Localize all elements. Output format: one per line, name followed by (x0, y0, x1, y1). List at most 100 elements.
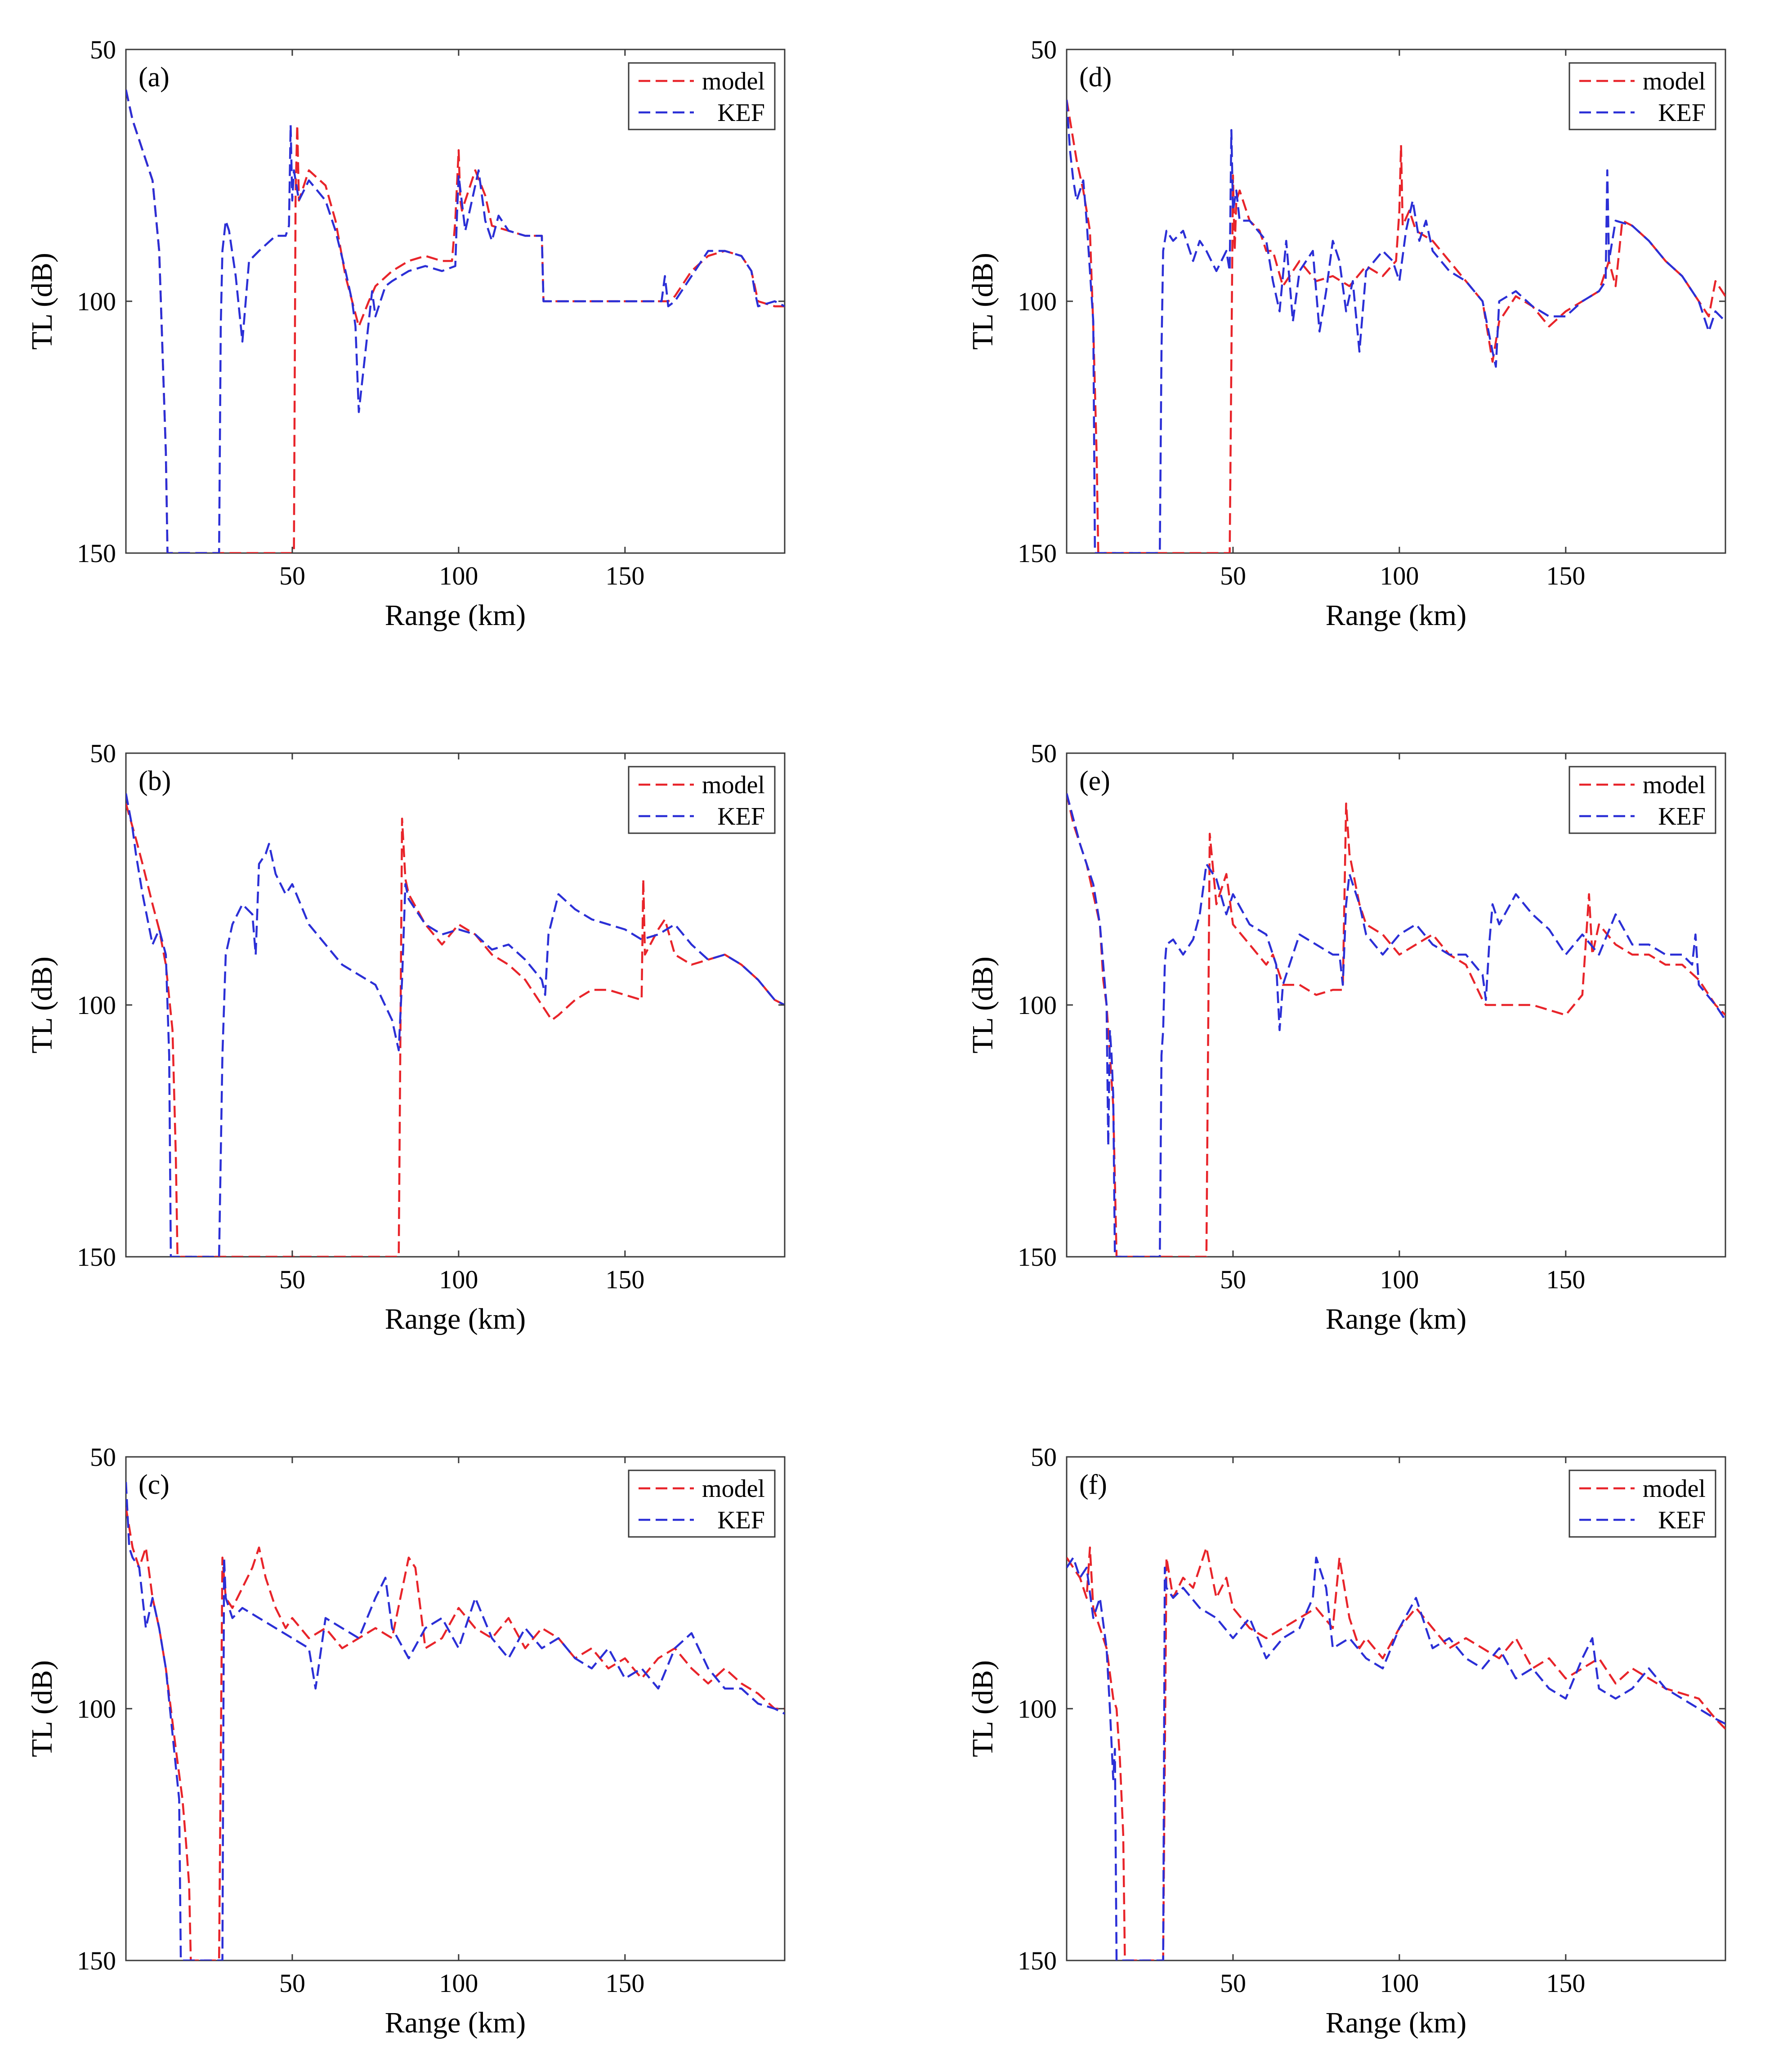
legend-label-model: model (1643, 771, 1706, 799)
series-line-model (126, 1507, 785, 1960)
y-tick-label: 50 (90, 1442, 116, 1472)
legend-box (1568, 62, 1716, 130)
series-line-model (126, 803, 785, 1257)
legend-box (628, 1469, 776, 1538)
legend-label-kef: KEF (717, 803, 765, 831)
x-tick-label: 50 (1220, 1969, 1246, 1998)
y-tick-label: 50 (90, 739, 116, 768)
x-tick-label: 150 (605, 561, 644, 590)
series-group (126, 793, 785, 1257)
y-tick-label: 50 (90, 35, 116, 64)
series-group (1067, 1546, 1725, 1960)
panel-label: (f) (1079, 1469, 1107, 1500)
legend-label-model: model (702, 771, 765, 799)
y-axis-label: TL (dB) (966, 956, 999, 1054)
y-tick-label: 150 (77, 539, 116, 568)
legend-box (628, 766, 776, 834)
series-group (126, 1482, 785, 1960)
y-axis-label: TL (dB) (26, 253, 58, 350)
y-axis-label: TL (dB) (26, 1660, 58, 1757)
x-tick-label: 150 (605, 1265, 644, 1294)
y-tick-label: 100 (77, 991, 116, 1020)
legend-box (1568, 766, 1716, 834)
chart-panel-f: 50 100 150 50 100 150 Range (km) TL (dB) (f) mode… (966, 1442, 1726, 2039)
chart-panel-e: 50 100 150 50 100 150 Range (km) TL (dB) (e) mode… (966, 739, 1726, 1335)
x-tick-label: 150 (1546, 1969, 1585, 1998)
legend: model KEF (1568, 1469, 1716, 1538)
x-tick-label: 100 (439, 1265, 478, 1294)
series-group (1067, 99, 1725, 553)
legend: model KEF (1568, 62, 1716, 130)
legend-label-model: model (1643, 67, 1706, 95)
plot-frame (1066, 49, 1726, 554)
legend-box (1568, 1469, 1716, 1538)
chart-panel-d: 50 100 150 50 100 150 Range (km) TL (dB) (d) mode… (966, 35, 1726, 632)
y-tick-label: 150 (77, 1242, 116, 1272)
x-tick-label: 150 (1546, 1265, 1585, 1294)
x-tick-label: 50 (279, 1969, 305, 1998)
panel-label: (e) (1079, 766, 1110, 796)
legend-label-kef: KEF (1658, 803, 1706, 831)
series-line-kef (1067, 1556, 1725, 1960)
x-tick-label: 100 (439, 561, 478, 590)
x-axis-label: Range (km) (1326, 1303, 1466, 1335)
series-line-kef (126, 793, 785, 1257)
x-axis-label: Range (km) (385, 1303, 526, 1335)
legend-label-kef: KEF (1658, 1506, 1706, 1534)
legend-box (628, 62, 776, 130)
y-axis-label: TL (dB) (966, 253, 999, 350)
y-tick-label: 150 (1018, 539, 1057, 568)
x-tick-label: 100 (1380, 561, 1419, 590)
series-line-model (1067, 99, 1725, 553)
y-tick-label: 100 (1018, 287, 1057, 316)
series-group (1067, 793, 1725, 1257)
legend-label-kef: KEF (1658, 99, 1706, 127)
x-tick-label: 150 (1546, 561, 1585, 590)
legend-label-model: model (702, 1475, 765, 1503)
series-group (126, 89, 785, 553)
x-axis-label: Range (km) (1326, 599, 1466, 632)
x-tick-label: 50 (1220, 1265, 1246, 1294)
legend-label-model: model (702, 67, 765, 95)
x-axis-label: Range (km) (385, 2006, 526, 2039)
y-tick-label: 100 (77, 287, 116, 316)
legend: model KEF (1568, 766, 1716, 834)
legend-label-model: model (1643, 1475, 1706, 1503)
y-tick-label: 150 (1018, 1242, 1057, 1272)
x-tick-label: 100 (439, 1969, 478, 1998)
panel-label: (a) (139, 62, 170, 93)
series-line-model (1067, 1546, 1725, 1960)
x-tick-label: 50 (279, 1265, 305, 1294)
x-tick-label: 150 (605, 1969, 644, 1998)
y-tick-label: 150 (77, 1946, 116, 1975)
panel-label: (d) (1079, 62, 1112, 93)
y-tick-label: 50 (1031, 739, 1057, 768)
plot-frame (1066, 1456, 1726, 1961)
legend: model KEF (628, 1469, 776, 1538)
y-tick-label: 50 (1031, 1442, 1057, 1472)
series-line-kef (126, 1482, 785, 1960)
panel-label: (b) (139, 766, 171, 796)
x-tick-label: 100 (1380, 1265, 1419, 1294)
legend: model KEF (628, 62, 776, 130)
y-tick-label: 50 (1031, 35, 1057, 64)
legend-label-kef: KEF (717, 1506, 765, 1534)
x-axis-label: Range (km) (385, 599, 526, 632)
legend: model KEF (628, 766, 776, 834)
plot-frame (125, 1456, 786, 1961)
x-axis-label: Range (km) (1326, 2006, 1466, 2039)
x-tick-label: 100 (1380, 1969, 1419, 1998)
y-axis-label: TL (dB) (26, 956, 58, 1054)
legend-label-kef: KEF (717, 99, 765, 127)
chart-panel-a: 50 100 150 50 100 150 Range (km) TL (dB) (a) mode… (26, 35, 786, 632)
series-line-kef (1067, 793, 1725, 1257)
chart-panel-b: 50 100 150 50 100 150 Range (km) TL (dB) (b) mode… (26, 739, 786, 1335)
series-line-kef (1067, 99, 1725, 553)
y-tick-label: 100 (1018, 1694, 1057, 1724)
chart-panel-c: 50 100 150 50 100 150 Range (km) TL (dB) (c) mode… (26, 1442, 786, 2039)
plot-frame (125, 49, 786, 554)
y-tick-label: 150 (1018, 1946, 1057, 1975)
x-tick-label: 50 (279, 561, 305, 590)
panel-label: (c) (139, 1469, 170, 1500)
